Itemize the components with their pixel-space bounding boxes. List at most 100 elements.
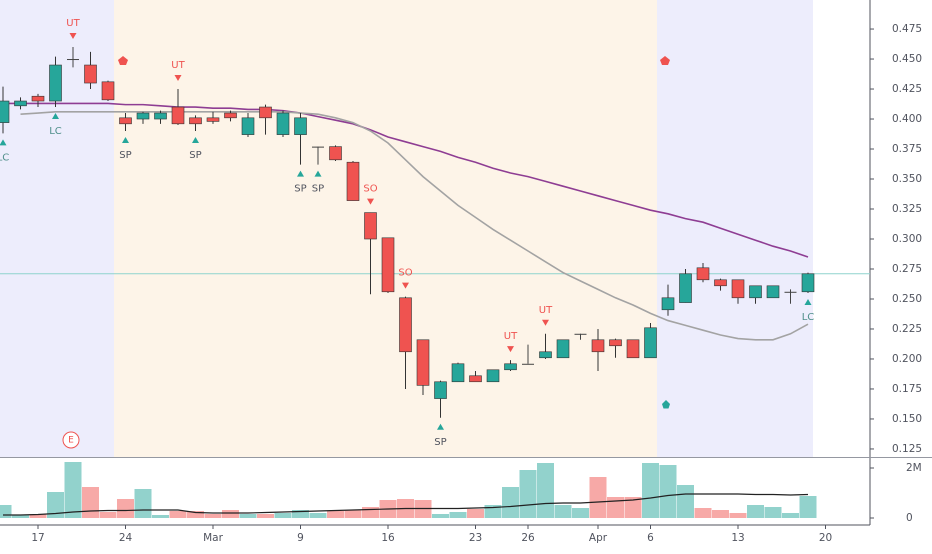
x-tick-label: 20 — [819, 532, 832, 544]
candle-body — [276, 112, 290, 135]
candle-body — [0, 100, 10, 123]
candle-body — [171, 106, 185, 125]
y-tick-label: 0.425 — [892, 83, 922, 95]
volume-bar — [222, 510, 239, 518]
x-tick-label: 16 — [381, 532, 395, 544]
volume-bar — [0, 505, 12, 518]
session-shade — [114, 0, 657, 457]
candle-body — [451, 363, 465, 383]
volume-bar — [502, 487, 519, 518]
volume-bar — [99, 512, 117, 518]
signal-triangle — [52, 113, 59, 120]
volume-bar — [764, 507, 782, 518]
signal-triangle — [507, 346, 514, 353]
signal-label: SP — [434, 437, 446, 448]
signal-triangle — [174, 75, 182, 82]
y-tick-label: 0.450 — [892, 53, 922, 65]
y-tick-label: 0.275 — [892, 263, 922, 275]
candle-body — [626, 339, 640, 359]
signal-label: SO — [398, 268, 412, 279]
candle-body — [119, 117, 132, 125]
volume-bar — [729, 513, 747, 518]
signal-label: LC — [802, 312, 815, 323]
candle-body — [574, 333, 587, 335]
signal-label: SO — [363, 184, 377, 195]
x-tick-label: 23 — [469, 532, 482, 544]
volume-ma-line — [3, 493, 809, 516]
candle-body — [381, 237, 395, 293]
volume-bar — [659, 465, 677, 518]
candle-body — [84, 64, 97, 84]
y-tick-label: 0.475 — [892, 23, 922, 35]
volume-bar — [484, 505, 502, 518]
x-tick-label: 17 — [31, 532, 44, 544]
candle-body — [49, 64, 62, 102]
y-tick-label: 0.150 — [892, 413, 922, 425]
volume-bar — [677, 485, 694, 518]
earnings-label: E — [68, 436, 74, 446]
signal-triangle — [297, 170, 304, 177]
candle-body — [189, 117, 202, 125]
volume-tick-label: 2M — [906, 462, 922, 474]
volume-bar — [47, 492, 64, 518]
candle-body — [312, 146, 324, 148]
volume-bar — [309, 513, 327, 518]
candle-body — [329, 146, 342, 161]
candle-body — [591, 339, 605, 353]
candle-body — [259, 106, 272, 119]
signal-triangle — [542, 319, 549, 326]
candle-body — [154, 112, 167, 120]
candle-body — [644, 327, 657, 359]
x-tick-label: 6 — [647, 532, 654, 544]
signal-label: LC — [49, 126, 62, 137]
candle-body — [486, 369, 500, 383]
signal-label: UT — [504, 331, 518, 342]
signal-triangle — [402, 282, 409, 289]
y-tick-label: 0.325 — [892, 203, 922, 215]
volume-bar — [607, 497, 624, 518]
candle-body — [731, 279, 745, 299]
volume-bar — [187, 511, 204, 518]
dividend-marker — [660, 56, 670, 65]
x-tick-label: Mar — [203, 532, 223, 544]
volume-bar — [694, 508, 712, 518]
signal-label: UT — [171, 60, 185, 71]
candle-body — [504, 363, 517, 371]
volume-bar — [572, 508, 589, 518]
volume-bar — [467, 509, 484, 518]
candle-body — [346, 161, 360, 201]
x-tick-label: 24 — [119, 532, 133, 544]
candle-body — [294, 117, 307, 135]
signal-triangle — [437, 423, 444, 430]
signal-label: SP — [294, 184, 306, 195]
volume-bar — [782, 513, 799, 518]
volume-bar — [29, 514, 47, 518]
candle-body — [784, 291, 797, 293]
volume-bar — [554, 505, 572, 518]
candle-body — [469, 375, 482, 383]
candle-body — [766, 285, 780, 299]
x-tick-label: 26 — [521, 532, 535, 544]
candle-body — [661, 297, 675, 311]
volume-bar — [362, 507, 379, 518]
volume-bar — [642, 463, 659, 518]
y-tick-label: 0.350 — [892, 173, 922, 185]
candle-body — [714, 279, 727, 287]
candle-body — [14, 100, 27, 107]
signal-label: LC — [0, 152, 9, 163]
signal-triangle — [367, 198, 374, 205]
dividend-marker — [118, 56, 128, 65]
y-tick-label: 0.225 — [892, 323, 922, 335]
signal-triangle — [314, 170, 322, 177]
y-tick-label: 0.375 — [892, 143, 922, 155]
volume-bar — [344, 510, 362, 518]
volume-bar — [134, 489, 152, 518]
candle-body — [31, 95, 45, 102]
candle-body — [416, 339, 430, 386]
candle-body — [609, 339, 622, 347]
candle-body — [241, 117, 255, 135]
earnings-marker — [62, 431, 80, 449]
candle-body — [679, 273, 692, 303]
session-shade — [657, 0, 813, 457]
